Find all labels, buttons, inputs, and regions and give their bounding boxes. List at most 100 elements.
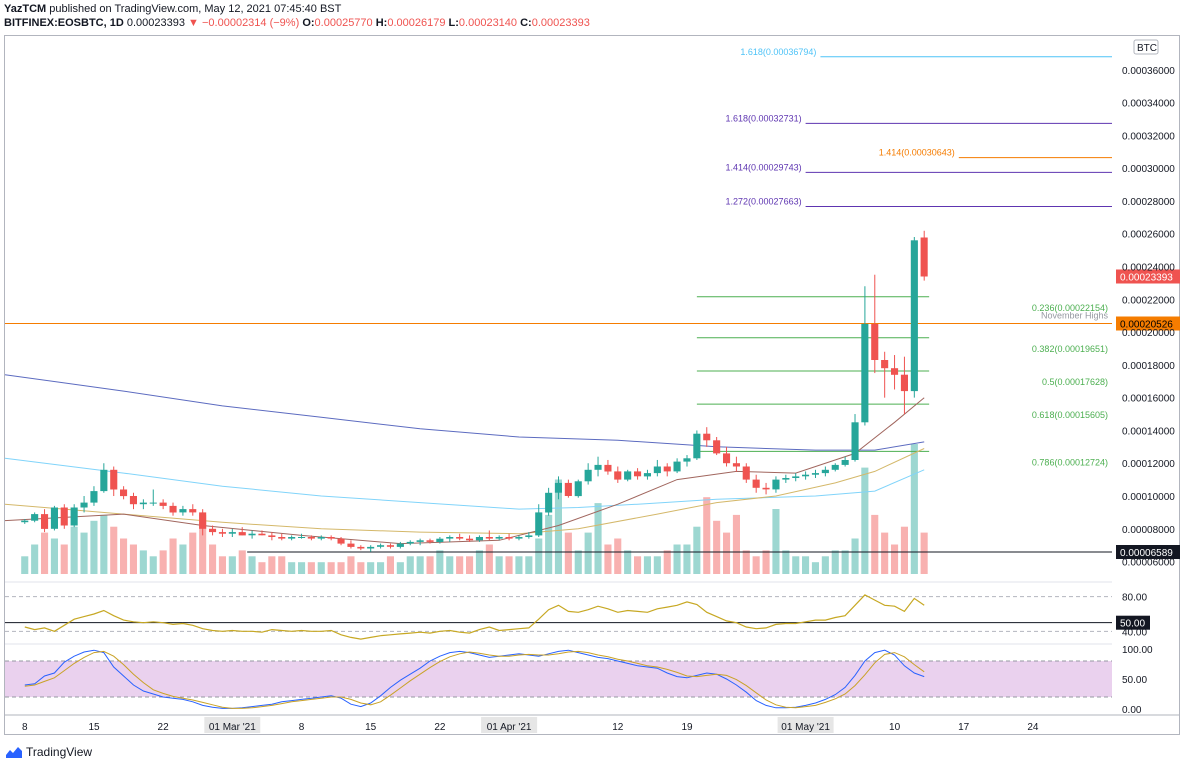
volume-bar [80, 532, 88, 574]
extension-level-label: 1.414(0.00029743) [726, 162, 802, 172]
candle-body [288, 537, 296, 539]
brand-name: TradingView [26, 745, 93, 759]
volume-bar [426, 556, 434, 574]
volume-bar [673, 544, 681, 574]
volume-bar [841, 550, 849, 574]
volume-bar [723, 532, 731, 574]
volume-bar [713, 520, 721, 574]
volume-bar [228, 556, 236, 574]
candle-body [564, 482, 572, 496]
ma-brown-line [4, 397, 925, 545]
candle-body [258, 533, 266, 536]
candle-body [861, 323, 869, 423]
volume-bar [307, 562, 315, 574]
volume-bar [515, 556, 523, 574]
volume-bar [60, 544, 68, 574]
rsi-level-box [1116, 615, 1150, 630]
volume-bar [475, 550, 483, 574]
volume-bar [129, 544, 137, 574]
volume-bar [505, 556, 513, 574]
candle-body [396, 543, 404, 547]
candle-body [189, 509, 197, 513]
candle-body [762, 487, 770, 490]
close-value: 0.00023393 [531, 17, 590, 29]
high-label: H: [375, 17, 388, 29]
x-tick-label: 01 May '21 [781, 722, 830, 733]
volume-bar [851, 538, 859, 574]
candle-body [505, 537, 513, 539]
volume-bar [31, 544, 39, 574]
volume-bar [100, 514, 108, 574]
extension-level-label: 1.414(0.00030643) [879, 148, 955, 158]
y-tick-label: 0.00010000 [1122, 492, 1175, 503]
volume-bar [179, 544, 187, 574]
candle-body [386, 545, 394, 547]
rsi-level-label: 50.00 [1120, 619, 1145, 630]
volume-bar [772, 509, 780, 574]
candle-body [278, 537, 286, 539]
candle-body [139, 502, 147, 505]
x-month-bg [204, 717, 261, 733]
x-tick-label: 22 [158, 722, 170, 733]
volume-bar [624, 550, 632, 574]
x-tick-label: 22 [434, 722, 446, 733]
stoch-k-line [24, 649, 925, 709]
price-change: −0.00002314 (−9%) [202, 17, 300, 29]
candle-body [594, 464, 602, 470]
x-tick-label: 19 [681, 722, 693, 733]
candle-body [218, 532, 226, 534]
volume-bar [377, 562, 385, 574]
candle-body [169, 505, 177, 513]
volume-bar [752, 556, 760, 574]
volume-bar [821, 556, 829, 574]
candle-body [792, 476, 800, 478]
candle-body [129, 496, 137, 505]
candle-body [110, 469, 118, 490]
chart-frame [4, 35, 1180, 735]
volume-bar [643, 556, 651, 574]
volume-bar [900, 526, 908, 574]
candle-body [851, 422, 859, 460]
volume-bar [288, 562, 296, 574]
candle-body [495, 537, 503, 539]
candle-body [584, 469, 592, 482]
candle-body [525, 535, 533, 537]
volume-bar [248, 556, 256, 574]
candle-body [199, 512, 207, 529]
november-highs-label: November Highs [1041, 311, 1109, 321]
volume-bar [218, 556, 226, 574]
volume-bar [614, 538, 622, 574]
last-price-box [1116, 269, 1180, 284]
rsi-line [24, 594, 925, 640]
last-price: 0.00023393 [126, 17, 185, 29]
y-tick-label: 0.00020000 [1122, 328, 1175, 339]
candle-body [802, 474, 810, 477]
volume-bar [298, 562, 306, 574]
volume-bar [525, 556, 533, 574]
y-tick-label: 0.00034000 [1122, 99, 1175, 110]
symbol-info-line: BITFINEX:EOSBTC, 1D 0.00023393 ▼ −0.0000… [4, 17, 590, 29]
candle-body [841, 460, 849, 465]
y-tick-label: 0.00024000 [1122, 263, 1175, 274]
tradingview-footer[interactable]: TradingView [6, 745, 92, 759]
x-tick-label: 01 Mar '21 [209, 722, 256, 733]
symbol-label[interactable]: BITFINEX:EOSBTC, 1D [4, 17, 124, 29]
volume-bar [792, 556, 800, 574]
fib-level-label: 0.5(0.00017628) [1042, 377, 1108, 387]
candle-body [535, 512, 543, 536]
volume-bar [545, 514, 553, 574]
volume-bar [90, 520, 98, 574]
candle-body [485, 537, 493, 539]
candle-body [406, 541, 414, 544]
stoch-level-label: 0.00 [1122, 705, 1142, 716]
volume-bar [693, 526, 701, 574]
currency-box [1133, 39, 1159, 55]
candle-body [713, 440, 721, 454]
candle-body [317, 537, 325, 539]
candle-body [831, 464, 839, 470]
candle-body [752, 479, 760, 488]
x-tick-label: 10 [889, 722, 901, 733]
published-text: published on TradingView.com, May 12, 20… [49, 3, 342, 15]
volume-bar [367, 562, 375, 574]
